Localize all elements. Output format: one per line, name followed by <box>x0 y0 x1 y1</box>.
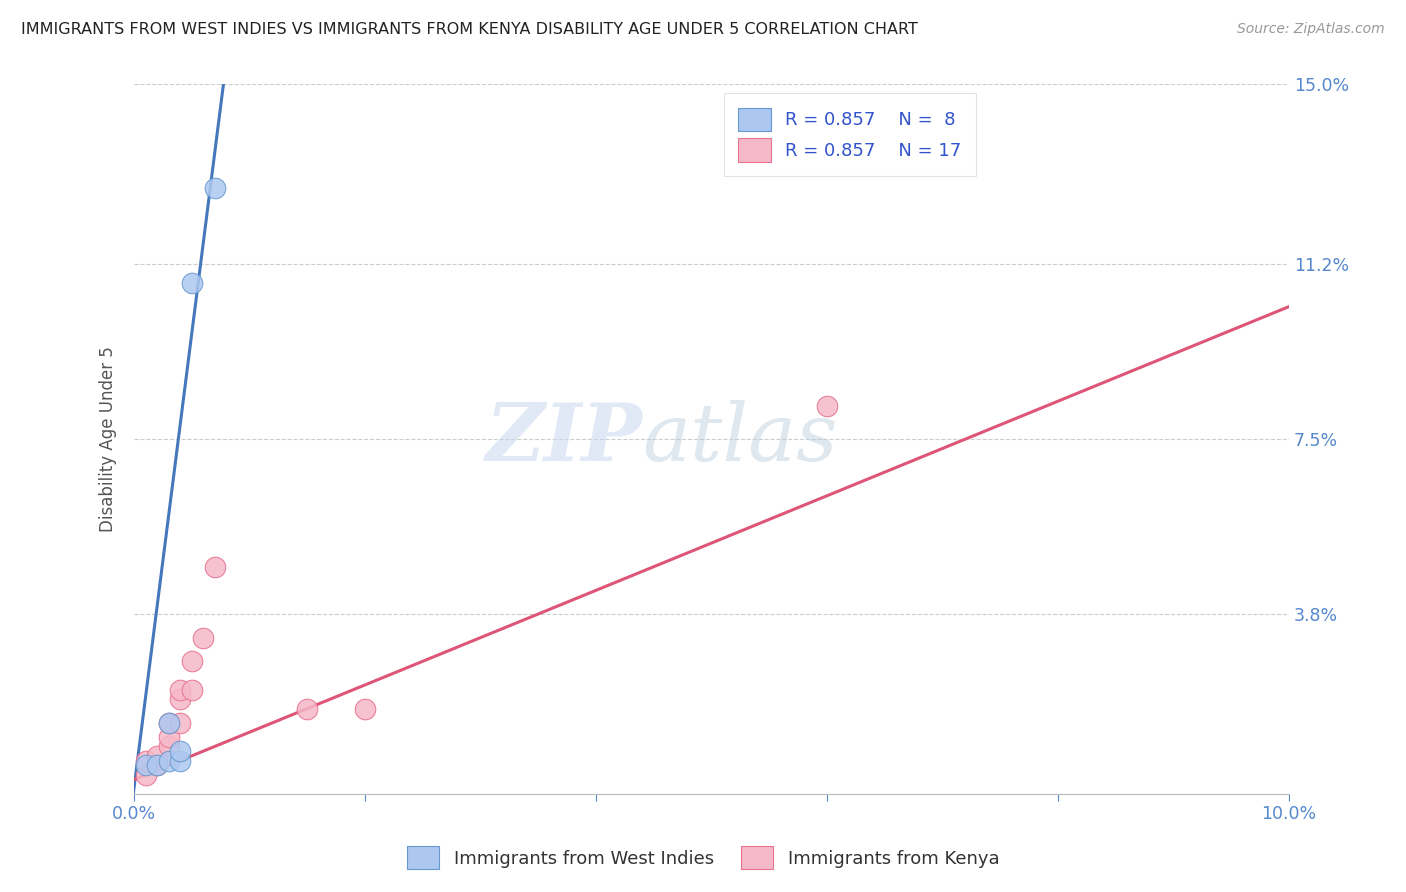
Text: atlas: atlas <box>643 401 838 478</box>
Legend: Immigrants from West Indies, Immigrants from Kenya: Immigrants from West Indies, Immigrants … <box>398 838 1008 879</box>
Immigrants from Kenya <box>169 692 191 706</box>
Immigrants from West Indies <box>180 276 202 290</box>
Immigrants from West Indies <box>169 744 191 758</box>
Text: Source: ZipAtlas.com: Source: ZipAtlas.com <box>1237 22 1385 37</box>
Immigrants from Kenya <box>135 768 157 782</box>
Immigrants from West Indies <box>157 754 180 768</box>
Immigrants from West Indies <box>204 181 226 195</box>
Immigrants from Kenya <box>157 739 180 754</box>
Legend: R = 0.857    N =  8, R = 0.857    N = 17: R = 0.857 N = 8, R = 0.857 N = 17 <box>724 94 976 176</box>
Immigrants from Kenya <box>193 631 215 645</box>
Immigrants from Kenya <box>204 559 226 574</box>
Immigrants from Kenya <box>180 654 202 668</box>
Immigrants from Kenya <box>146 758 169 772</box>
Y-axis label: Disability Age Under 5: Disability Age Under 5 <box>100 346 117 532</box>
Immigrants from Kenya <box>297 701 319 715</box>
Immigrants from Kenya <box>169 715 191 730</box>
Immigrants from West Indies <box>157 715 180 730</box>
Immigrants from Kenya <box>180 682 202 697</box>
Immigrants from West Indies <box>146 758 169 772</box>
Immigrants from Kenya <box>815 399 838 413</box>
Text: IMMIGRANTS FROM WEST INDIES VS IMMIGRANTS FROM KENYA DISABILITY AGE UNDER 5 CORR: IMMIGRANTS FROM WEST INDIES VS IMMIGRANT… <box>21 22 918 37</box>
Immigrants from Kenya <box>135 754 157 768</box>
Immigrants from Kenya <box>146 748 169 763</box>
Immigrants from West Indies <box>135 758 157 772</box>
Immigrants from Kenya <box>157 715 180 730</box>
Immigrants from West Indies <box>169 754 191 768</box>
Immigrants from Kenya <box>169 682 191 697</box>
Text: ZIP: ZIP <box>485 401 643 478</box>
Immigrants from Kenya <box>157 730 180 744</box>
Immigrants from Kenya <box>354 701 377 715</box>
